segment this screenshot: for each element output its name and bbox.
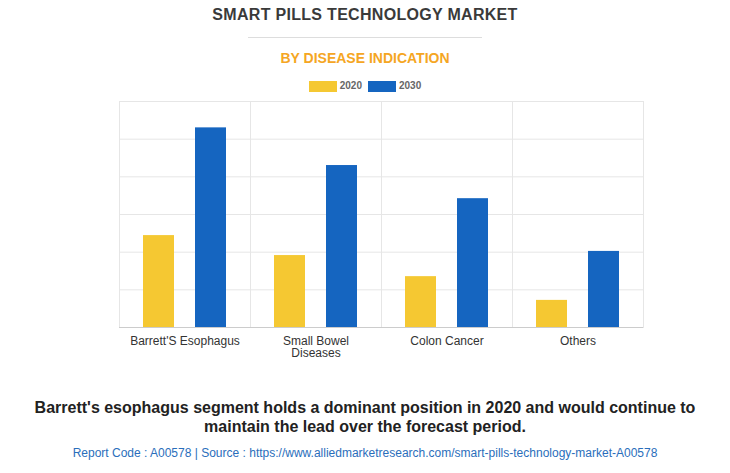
html-text:Report Code : A00578 | Source: Report Code : A00578 | Source : https://… xyxy=(72,446,658,460)
html-text:2020: 2020 xyxy=(339,80,362,91)
html-text:2030: 2030 xyxy=(399,80,422,91)
html-text:SMART PILLS TECHNOLOGY MARKET: SMART PILLS TECHNOLOGY MARKET xyxy=(212,6,518,23)
svg-text:Small BowelDiseases: Small BowelDiseases xyxy=(283,334,349,360)
svg-text:Colon Cancer: Colon Cancer xyxy=(410,334,483,348)
svg-text:Barrett'S Esophagus: Barrett'S Esophagus xyxy=(130,334,240,348)
svg-text:Others: Others xyxy=(560,334,596,348)
html-text:Barrett's esophagus segment ho: Barrett's esophagus segment holds a domi… xyxy=(34,399,696,435)
html-text:BY DISEASE INDICATION: BY DISEASE INDICATION xyxy=(280,50,450,66)
